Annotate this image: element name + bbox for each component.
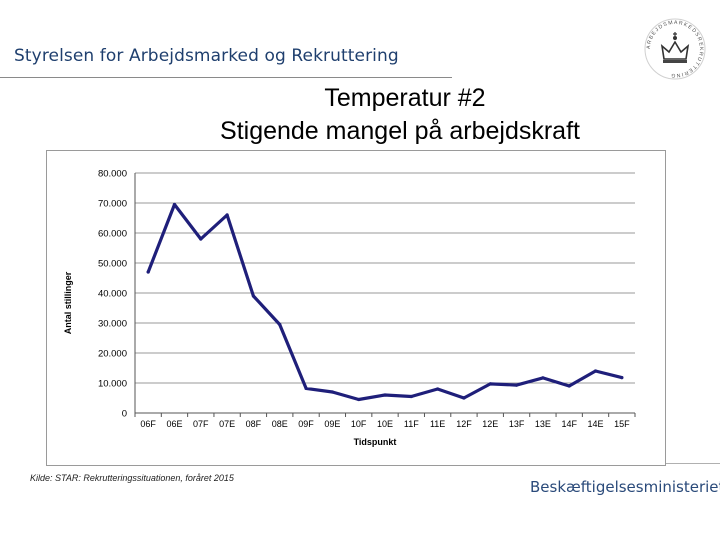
x-axis-label: Tidspunkt [354,437,397,447]
y-tick-label: 40.000 [98,289,127,300]
data-point [409,394,413,399]
series-line [146,202,624,402]
data-point [357,397,361,402]
x-tick-label: 11E [430,419,445,429]
y-tick-label: 60.000 [98,229,127,240]
y-tick-label: 0 [122,409,127,420]
data-point [488,382,492,386]
svg-text:ARBEJDSMARKEDSREKRUTTERING: ARBEJDSMARKEDSREKRUTTERING [646,20,704,78]
x-tick-label: 14E [588,419,604,429]
x-tick-label: 15F [614,419,630,429]
x-tick-label: 10F [351,419,367,429]
crown-seal-icon: ARBEJDSMARKEDSREKRUTTERING [644,18,706,80]
slide-title-line2: Stigende mangel på arbejdskraft [220,117,580,145]
y-tick-label: 20.000 [98,349,127,360]
x-tick-label: 06F [140,419,156,429]
x-tick-label: 12E [482,419,498,429]
x-tick-label: 14F [561,419,577,429]
y-tick-label: 50.000 [98,259,127,270]
y-tick-label: 70.000 [98,199,127,210]
chart-frame: 0 10.000 20.000 30.000 40.000 50.000 60.000 70.… [46,150,666,466]
ministry-name: Beskæftigelsesministeriet [530,478,720,496]
header-divider [0,77,452,78]
data-point [251,294,256,298]
x-tick-label: 13E [535,419,551,429]
x-tick-label: 13F [509,419,525,429]
y-tick-label: 10.000 [98,379,127,390]
x-tick-label: 09F [298,419,314,429]
data-point [383,393,387,397]
y-tick-label: 80.000 [98,169,127,180]
data-point [593,369,598,373]
data-point [330,390,334,394]
x-tick-label: 06E [166,419,182,429]
x-tick-label: 07E [219,419,235,429]
data-point [304,386,308,390]
y-axis-label: Antal stillinger [63,271,73,334]
data-point [541,376,545,380]
slide-title-line1: Temperatur #2 [324,84,486,112]
footer-divider [666,463,720,464]
data-point [620,376,624,380]
org-name: Styrelsen for Arbejdsmarked og Rekrutter… [14,46,399,66]
y-tick-label: 30.000 [98,319,127,330]
data-point [462,396,466,400]
data-point [199,237,203,241]
x-tick-label: 08E [272,419,288,429]
x-tick-label: 11F [404,419,419,429]
x-tick-label: 07F [193,419,209,429]
source-note: Kilde: STAR: Rekrutteringssituationen, f… [30,473,234,483]
line-chart: 0 10.000 20.000 30.000 40.000 50.000 60.000 70.… [63,169,636,447]
data-point [225,213,229,217]
data-point [172,202,177,207]
x-tick-label: 10E [377,419,393,429]
data-point [436,387,440,391]
data-point [514,383,519,387]
x-tick-label: 09E [324,419,340,429]
x-tick-label: 08F [246,419,262,429]
x-tick-label: 12F [456,419,472,429]
data-point [146,270,150,274]
data-point [278,322,282,327]
data-point [567,384,571,388]
